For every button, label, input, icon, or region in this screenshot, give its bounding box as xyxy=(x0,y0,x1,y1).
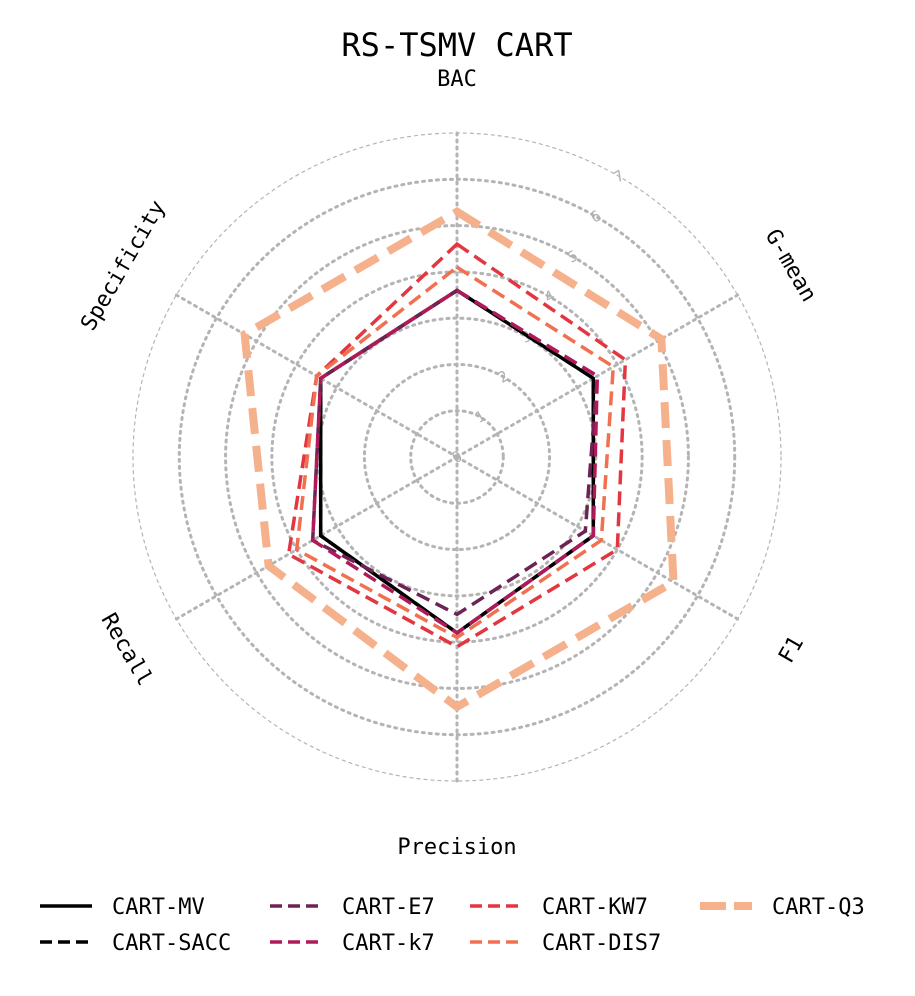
legend-label: CART-DIS7 xyxy=(542,931,661,956)
legend-label: CART-E7 xyxy=(342,895,435,920)
radial-tick-label: 0 xyxy=(449,447,466,467)
axis-label: Specificity xyxy=(76,196,171,335)
axis-label: G-mean xyxy=(760,225,821,306)
series-lines xyxy=(240,207,678,712)
radial-tick-label: 1 xyxy=(472,407,489,427)
grid-circle xyxy=(177,177,737,737)
legend-label: CART-k7 xyxy=(342,931,435,956)
grid-circle xyxy=(270,270,644,644)
legend-label: CART-MV xyxy=(112,895,205,920)
grid-spoke xyxy=(174,455,459,621)
axis-label: Recall xyxy=(96,609,157,690)
radial-tick-label: 5 xyxy=(564,247,581,267)
radial-tick-label: 6 xyxy=(587,206,604,226)
chart-title: RS-TSMV CART xyxy=(341,26,572,64)
grid-circle xyxy=(409,409,505,505)
grid-spoke xyxy=(455,455,740,621)
axis-labels: BAC G-mean F1 Precision Recall Specificity xyxy=(76,67,821,860)
legend-label: CART-KW7 xyxy=(542,895,648,920)
legend-label: CART-SACC xyxy=(112,931,231,956)
axis-label: F1 xyxy=(774,632,809,667)
axis-label: BAC xyxy=(437,67,477,92)
radial-tick-label: 7 xyxy=(611,166,628,186)
radial-tick-label: 2 xyxy=(495,367,512,387)
legend-label: CART-Q3 xyxy=(772,895,865,920)
axis-label: Precision xyxy=(397,835,516,860)
legend: CART-MV CART-SACC CART-E7 CART-k7 CART-KW7 CA… xyxy=(40,895,865,956)
